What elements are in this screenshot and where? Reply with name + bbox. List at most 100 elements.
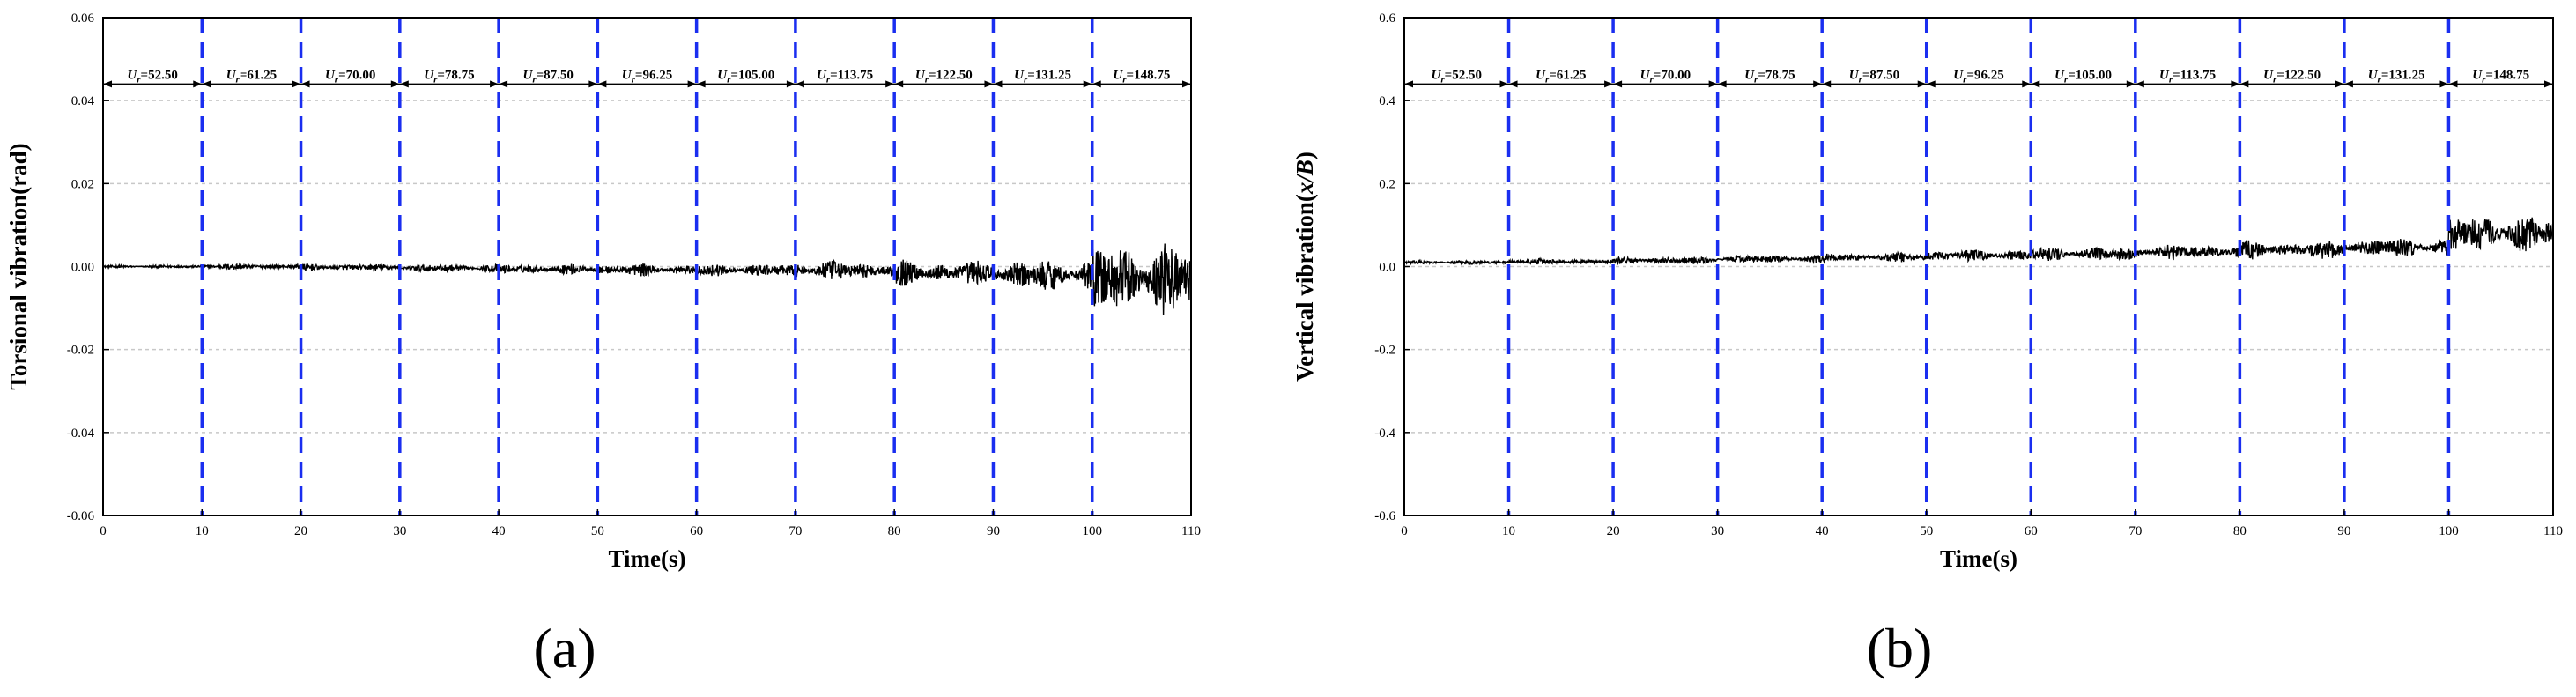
- c1-arrow-head: [1499, 80, 1509, 88]
- c1-arrow-head: [1822, 80, 1832, 88]
- c1-y-tick-label: 0.0: [1379, 261, 1395, 275]
- c0-x-tick-label: 10: [196, 524, 209, 538]
- c0-arrow-head: [1182, 80, 1191, 88]
- c0-y-tick-label: 0.02: [71, 177, 94, 191]
- c0-arrow-head: [588, 80, 598, 88]
- c1-x-axis-title: Time(s): [1940, 545, 2017, 572]
- c1-series-line: [1403, 215, 2554, 266]
- c0-arrow-head: [499, 80, 508, 88]
- c0-x-tick-label: 0: [100, 524, 107, 538]
- c0-segment-label: Ur=105.00: [717, 68, 774, 85]
- c1-arrow-head: [2031, 80, 2040, 88]
- c0-segment-label: Ur=87.50: [523, 68, 574, 85]
- c1-arrow-head: [2022, 80, 2032, 88]
- c0-arrow-head: [687, 80, 697, 88]
- c1-x-tick-label: 90: [2337, 524, 2350, 538]
- c1-segment-label: Ur=131.25: [2368, 68, 2425, 85]
- c0-arrow-head: [300, 80, 310, 88]
- c0-arrow-head: [885, 80, 895, 88]
- c0-y-tick-label: -0.02: [67, 344, 94, 358]
- c0-x-tick-label: 80: [888, 524, 901, 538]
- c0-x-tick-label: 100: [1082, 524, 1102, 538]
- c1-segment-label: Ur=105.00: [2054, 68, 2112, 85]
- chart-panel-b: Ur=52.50 Ur=61.25 Ur=70.00 Ur=78.75 Ur=87.50…: [1288, 0, 2576, 697]
- c1-x-tick-label: 80: [2233, 524, 2247, 538]
- c1-x-tick-label: 40: [1816, 524, 1829, 538]
- c0-x-tick-label: 60: [690, 524, 703, 538]
- c0-arrow-head: [597, 80, 607, 88]
- c1-segment-label: Ur=78.75: [1744, 68, 1795, 85]
- c0-x-tick-label: 40: [492, 524, 506, 538]
- c1-segment-label: Ur=87.50: [1849, 68, 1899, 85]
- c1-arrow-head: [1613, 80, 1623, 88]
- c1-arrow-head: [2126, 80, 2136, 88]
- c0-y-tick-label: 0.04: [71, 94, 95, 108]
- c0-arrow-head: [399, 80, 409, 88]
- c0-arrow-head: [786, 80, 796, 88]
- c0-segment-label: Ur=113.75: [817, 68, 873, 85]
- c0-series-line: [102, 243, 1192, 315]
- c1-y-tick-label: -0.6: [1374, 509, 1395, 523]
- c1-arrow-head: [2343, 80, 2353, 88]
- c1-arrow-head: [2448, 80, 2458, 88]
- c0-segment-label: Ur=61.25: [226, 68, 277, 85]
- c0-segment-label: Ur=70.00: [325, 68, 375, 85]
- c1-arrow-head: [1508, 80, 1518, 88]
- c1-x-tick-label: 20: [1607, 524, 1620, 538]
- c1-y-tick-label: 0.6: [1379, 11, 1395, 26]
- c0-y-tick-label: -0.04: [67, 426, 95, 441]
- c0-arrow-head: [490, 80, 500, 88]
- c1-y-axis-title: Vertical vibration(x/B): [1292, 152, 1318, 382]
- c0-x-tick-label: 110: [1181, 524, 1201, 538]
- c1-segment-label: Ur=52.50: [1432, 68, 1482, 85]
- c0-arrow-head: [894, 80, 904, 88]
- c1-segment-label: Ur=70.00: [1640, 68, 1691, 85]
- c0-x-tick-label: 50: [591, 524, 604, 538]
- c0-segment-label: Ur=96.25: [622, 68, 672, 85]
- c1-x-tick-label: 100: [2439, 524, 2459, 538]
- c1-arrow-head: [1813, 80, 1823, 88]
- c0-segment-label: Ur=148.75: [1113, 68, 1170, 85]
- c1-arrow-head: [1717, 80, 1727, 88]
- c0-y-tick-label: 0.06: [71, 11, 95, 26]
- chart-panel-a: Ur=52.50 Ur=61.25 Ur=70.00 Ur=78.75 Ur=87.50…: [5, 11, 1201, 679]
- c0-segment-label: Ur=52.50: [127, 68, 177, 85]
- c0-arrow-head: [292, 80, 301, 88]
- c1-arrow-head: [2135, 80, 2144, 88]
- c1-x-tick-label: 60: [2025, 524, 2038, 538]
- c0-segment-label: Ur=78.75: [424, 68, 474, 85]
- c0-x-tick-label: 90: [987, 524, 1000, 538]
- c1-arrow-head: [2231, 80, 2240, 88]
- c0-arrow-head: [984, 80, 994, 88]
- c1-arrow-head: [2544, 80, 2553, 88]
- c1-x-tick-label: 30: [1711, 524, 1724, 538]
- c0-x-tick-label: 20: [294, 524, 307, 538]
- c1-y-tick-label: 0.2: [1379, 177, 1395, 191]
- c0-arrow-head: [202, 80, 211, 88]
- c0-y-tick-label: 0.00: [71, 261, 94, 275]
- c1-panel-label: (b): [1867, 617, 1933, 679]
- c1-arrow-head: [1708, 80, 1718, 88]
- c0-arrow-head: [795, 80, 804, 88]
- c0-arrow-head: [103, 80, 112, 88]
- c1-arrow-head: [1917, 80, 1927, 88]
- c1-arrow-head: [1604, 80, 1614, 88]
- c1-arrow-head: [2239, 80, 2249, 88]
- c0-segment-label: Ur=122.50: [915, 68, 973, 85]
- c1-x-tick-label: 110: [2543, 524, 2563, 538]
- c1-segment-label: Ur=148.75: [2472, 68, 2529, 85]
- c0-x-tick-label: 70: [788, 524, 802, 538]
- c1-y-tick-label: -0.4: [1374, 426, 1395, 441]
- c1-arrow-head: [2439, 80, 2449, 88]
- c0-arrow-head: [193, 80, 203, 88]
- c1-segment-label: Ur=96.25: [1953, 68, 2003, 85]
- c1-segment-label: Ur=61.25: [1536, 68, 1586, 85]
- c0-y-axis-title: Torsional vibration(rad): [5, 143, 32, 389]
- c1-segment-label: Ur=122.50: [2263, 68, 2321, 85]
- c1-y-tick-label: 0.4: [1379, 94, 1395, 108]
- c0-arrow-head: [390, 80, 400, 88]
- c0-panel-label: (a): [533, 617, 596, 679]
- c1-x-tick-label: 0: [1401, 524, 1408, 538]
- c1-segment-label: Ur=113.75: [2159, 68, 2216, 85]
- c0-arrow-head: [1083, 80, 1092, 88]
